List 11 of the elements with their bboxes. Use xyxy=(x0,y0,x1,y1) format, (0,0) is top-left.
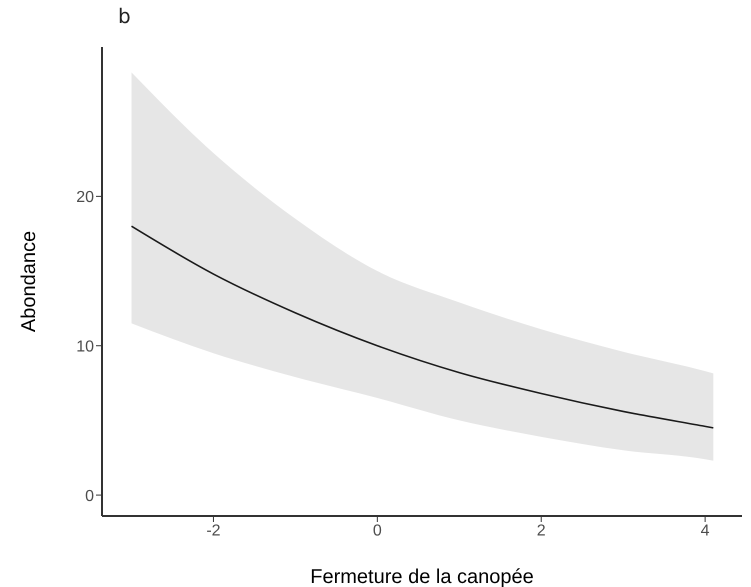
y-axis-title: Abondance xyxy=(18,230,40,332)
x-tick-label: -2 xyxy=(206,522,221,540)
y-tick-label: 0 xyxy=(85,488,94,505)
y-tick-label: 20 xyxy=(76,189,94,206)
line-series xyxy=(130,225,714,429)
chart-title: b xyxy=(118,4,131,28)
x-tick-label: 4 xyxy=(700,522,710,540)
x-tick-label: 0 xyxy=(372,522,382,540)
y-tick-label: 10 xyxy=(76,338,94,356)
x-axis-title: Fermeture de la canopée xyxy=(310,566,534,587)
x-tick-label: 2 xyxy=(536,522,546,540)
